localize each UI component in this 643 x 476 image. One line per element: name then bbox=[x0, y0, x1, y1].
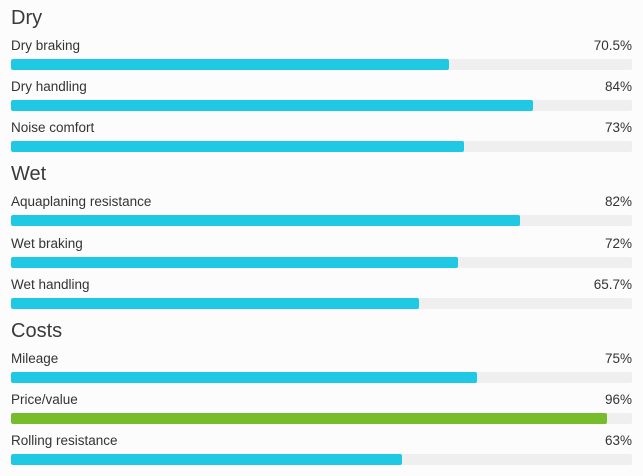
section-title-costs: Costs bbox=[11, 320, 63, 342]
metric-dry-handling: Dry handling 84% bbox=[11, 79, 632, 115]
progress-fill bbox=[11, 372, 477, 383]
progress-track bbox=[11, 59, 632, 70]
progress-track bbox=[11, 372, 632, 383]
progress-fill bbox=[11, 298, 419, 309]
progress-fill bbox=[11, 141, 465, 152]
metric-value: 65.7% bbox=[593, 277, 632, 292]
metric-wet-braking: Wet braking 72% bbox=[11, 236, 632, 272]
progress-track bbox=[11, 100, 632, 111]
metric-label: Price/value bbox=[11, 392, 78, 407]
progress-track bbox=[11, 454, 632, 465]
progress-fill bbox=[11, 257, 459, 268]
section-title-wet: Wet bbox=[11, 163, 47, 185]
metric-label: Dry braking bbox=[11, 38, 81, 53]
metric-aquaplaning-resistance: Aquaplaning resistance 82% bbox=[11, 194, 632, 230]
progress-fill bbox=[11, 413, 608, 424]
metric-value: 96% bbox=[604, 392, 632, 407]
metric-value: 75% bbox=[604, 351, 632, 366]
metric-label: Aquaplaning resistance bbox=[11, 194, 152, 209]
metric-dry-braking: Dry braking 70.5% bbox=[11, 38, 632, 74]
metric-wet-handling: Wet handling 65.7% bbox=[11, 277, 632, 313]
metric-value: 82% bbox=[604, 194, 632, 209]
metric-label: Wet braking bbox=[11, 236, 83, 251]
progress-fill bbox=[11, 454, 403, 465]
metric-label: Noise comfort bbox=[11, 120, 95, 135]
metric-mileage: Mileage 75% bbox=[11, 351, 632, 387]
progress-track bbox=[11, 141, 632, 152]
progress-fill bbox=[11, 215, 521, 226]
metric-value: 84% bbox=[604, 79, 632, 94]
progress-track bbox=[11, 298, 632, 309]
section-title-dry: Dry bbox=[11, 7, 43, 29]
metric-value: 70.5% bbox=[593, 38, 632, 53]
metric-rolling-resistance: Rolling resistance 63% bbox=[11, 433, 632, 469]
progress-track bbox=[11, 215, 632, 226]
metric-value: 63% bbox=[604, 433, 632, 448]
metric-label: Wet handling bbox=[11, 277, 90, 292]
metric-value: 73% bbox=[604, 120, 632, 135]
metric-value: 72% bbox=[604, 236, 632, 251]
progress-track bbox=[11, 257, 632, 268]
metric-price-value: Price/value 96% bbox=[11, 392, 632, 428]
progress-fill bbox=[11, 59, 449, 70]
metric-label: Rolling resistance bbox=[11, 433, 118, 448]
metric-label: Dry handling bbox=[11, 79, 87, 94]
metric-label: Mileage bbox=[11, 351, 59, 366]
progress-track bbox=[11, 413, 632, 424]
progress-fill bbox=[11, 100, 533, 111]
metric-noise-comfort: Noise comfort 73% bbox=[11, 120, 632, 156]
